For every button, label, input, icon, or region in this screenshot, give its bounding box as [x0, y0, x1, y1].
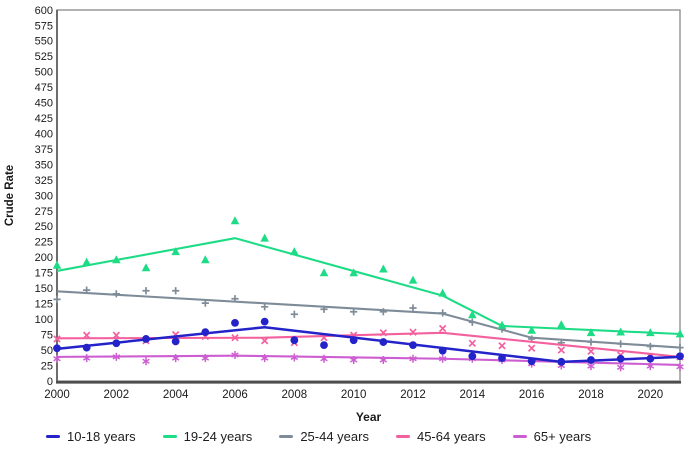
y-tick-label: 425: [35, 113, 53, 125]
y-tick-label: 375: [35, 144, 53, 156]
legend-label: 19-24 years: [183, 429, 253, 444]
y-tick-label: 550: [35, 36, 53, 48]
y-tick-label: 150: [35, 283, 53, 295]
trend-line-19-24-years: [56, 237, 681, 336]
y-tick-label: 525: [35, 51, 53, 63]
x-axis-title: Year: [356, 410, 382, 424]
y-tick-label: 500: [35, 67, 53, 79]
scatter-45-64-years: [53, 324, 684, 361]
y-tick-label: 350: [35, 159, 53, 171]
legend-item-65-years: 65+ years: [512, 429, 592, 444]
y-tick-label: 275: [35, 206, 53, 218]
scatter-19-24-years: [52, 216, 685, 338]
x-axis-ticks: 2000 2002 2004 2006 2008 2010 2012 2014 2016 2018…: [44, 389, 663, 401]
y-tick-label: 225: [35, 237, 53, 249]
legend-swatch-19-24-years: [162, 434, 177, 439]
x-tick-label: 2014: [460, 389, 486, 401]
legend-swatch-25-44-years: [279, 434, 294, 439]
y-tick-label: 575: [35, 20, 53, 32]
x-tick-label: 2016: [519, 389, 545, 401]
y-axis-ticks: 0 25 50 75 100 125 150 175 200 225 250 275 300 325 350…: [35, 5, 53, 388]
legend-item-25-44-years: 25-44 years: [279, 430, 369, 443]
x-tick-label: 2020: [638, 389, 664, 401]
scatter-65-years: [53, 351, 684, 372]
legend-label: 65+ years: [533, 429, 592, 444]
x-tick-label: 2006: [222, 389, 248, 401]
x-tick-label: 2008: [282, 389, 308, 401]
legend-swatch-10-18-years: [46, 434, 60, 439]
chart-legend: 10-18 years 19-24 years 25-44 years 45-64 y…: [0, 424, 685, 449]
x-tick-label: 2018: [578, 389, 604, 401]
y-tick-label: 175: [35, 268, 53, 280]
legend-item-10-18-years: 10-18 years: [46, 430, 136, 443]
y-tick-label: 25: [41, 360, 53, 372]
x-tick-label: 2012: [400, 389, 426, 401]
legend-label: 45-64 years: [416, 429, 486, 444]
y-tick-label: 450: [35, 98, 53, 110]
chart-canvas: 0 25 50 75 100 125 150 175 200 225 250 275 300 325 350…: [4, 5, 685, 424]
legend-swatch-65-years: [512, 434, 527, 439]
x-tick-label: 2004: [163, 389, 189, 401]
y-tick-label: 325: [35, 175, 53, 187]
plot-border: [56, 9, 681, 382]
y-tick-label: 125: [35, 299, 53, 311]
y-tick-label: 75: [41, 329, 53, 341]
legend-label: 10-18 years: [67, 429, 136, 444]
y-tick-label: 0: [47, 376, 53, 388]
x-tick-label: 2010: [341, 389, 367, 401]
series-10-18-years: [53, 317, 684, 366]
trend-line-45-64-years: [56, 331, 681, 358]
y-tick-label: 200: [35, 252, 53, 264]
legend-item-19-24-years: 19-24 years: [162, 429, 253, 444]
y-tick-label: 300: [35, 190, 53, 202]
y-tick-label: 250: [35, 221, 53, 233]
x-tick-label: 2000: [44, 389, 70, 401]
legend-item-45-64-years: 45-64 years: [395, 429, 486, 444]
scatter-10-18-years: [53, 317, 684, 366]
series-19-24-years: [52, 216, 685, 338]
y-tick-label: 100: [35, 314, 53, 326]
y-axis-title: Crude Rate: [4, 165, 16, 226]
trend-line-25-44-years: [56, 290, 681, 349]
y-tick-label: 475: [35, 82, 53, 94]
y-tick-label: 600: [35, 5, 53, 17]
y-tick-label: 50: [41, 345, 53, 357]
y-tick-label: 400: [35, 128, 53, 140]
x-tick-label: 2002: [104, 389, 130, 401]
legend-swatch-45-64-years: [395, 434, 410, 439]
legend-label: 25-44 years: [300, 429, 369, 444]
